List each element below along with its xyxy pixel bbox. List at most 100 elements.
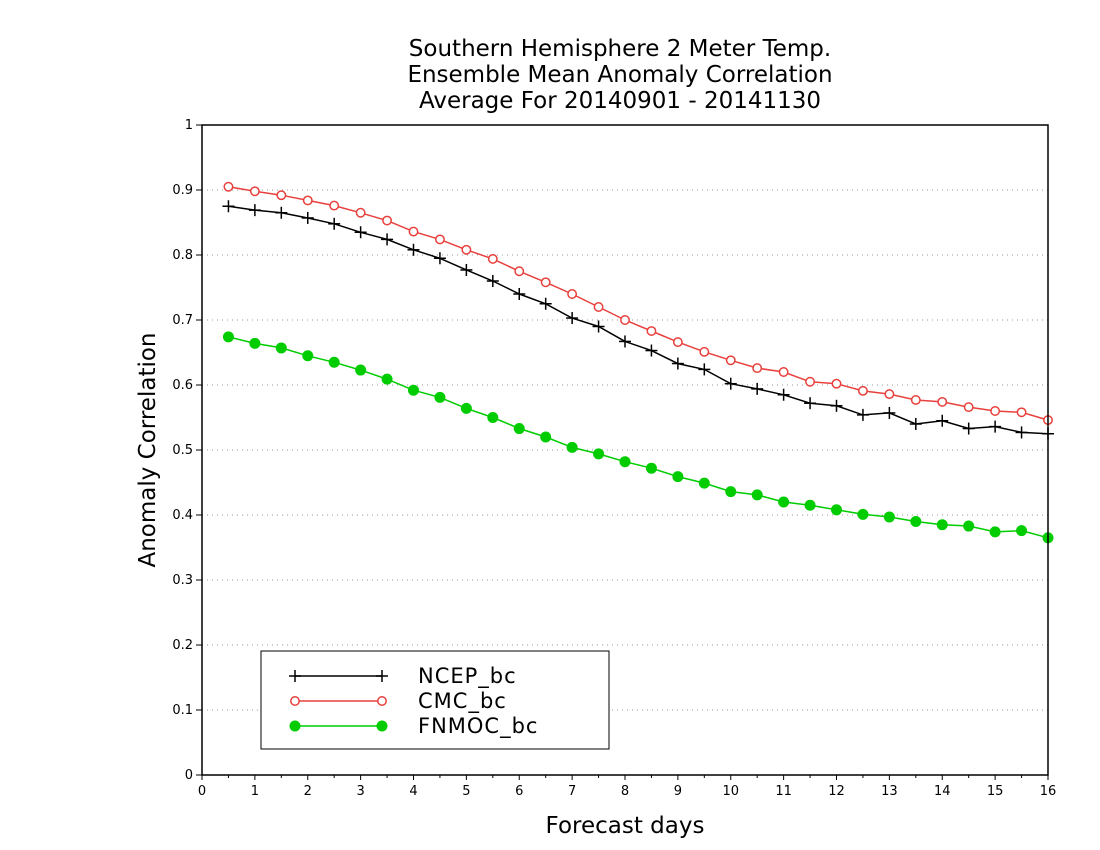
data-point-ncep-bc (804, 397, 817, 410)
data-point-cmc-bc (831, 378, 842, 389)
data-point-fnmoc-bc (778, 496, 790, 508)
data-point-cmc-bc (672, 337, 683, 348)
y-tick-label: 0 (185, 768, 193, 783)
data-point-fnmoc-bc (698, 477, 710, 489)
data-point-fnmoc-bc (460, 402, 472, 414)
data-point-cmc-bc (1016, 407, 1027, 418)
data-point-fnmoc-bc (381, 373, 393, 385)
x-tick-label: 16 (1040, 784, 1057, 799)
data-point-fnmoc-bc (619, 456, 631, 468)
data-point-cmc-bc (857, 385, 868, 396)
legend-label-ncep-bc: NCEP_bc (418, 664, 517, 689)
data-point-ncep-bc (724, 377, 737, 390)
x-axis-label: Forecast days (546, 813, 705, 839)
legend-marker-fnmoc-bc (376, 720, 388, 732)
y-tick-label: 0.5 (172, 443, 193, 458)
data-point-cmc-bc (725, 355, 736, 366)
x-tick-label: 7 (568, 784, 576, 799)
data-point-ncep-bc (566, 312, 579, 325)
data-point-fnmoc-bc (857, 508, 869, 520)
data-point-fnmoc-bc (1016, 525, 1028, 537)
data-point-cmc-bc (884, 389, 895, 400)
x-tick-label: 6 (515, 784, 523, 799)
data-point-ncep-bc (909, 418, 922, 430)
data-point-ncep-bc (645, 344, 658, 357)
data-point-fnmoc-bc (513, 423, 525, 435)
legend-item-cmc-bc: CMC_bc (290, 689, 507, 714)
legend-label-cmc-bc: CMC_bc (418, 689, 507, 714)
legend-item-fnmoc-bc: FNMOC_bc (289, 714, 537, 739)
data-point-cmc-bc (434, 234, 445, 245)
chart-title-line-3: Average For 20140901 - 20141130 (418, 88, 822, 114)
data-point-cmc-bc (487, 253, 498, 264)
data-point-ncep-bc (354, 226, 367, 239)
y-tick-label: 0.1 (172, 703, 193, 718)
data-point-cmc-bc (567, 289, 578, 299)
data-point-fnmoc-bc (751, 489, 763, 501)
grid-lines (202, 189, 1048, 711)
data-point-fnmoc-bc (487, 412, 499, 423)
data-point-fnmoc-bc (222, 331, 234, 343)
data-point-ncep-bc (222, 200, 235, 213)
y-tick-label: 1 (185, 118, 193, 133)
series-fnmoc-bc (222, 331, 1054, 544)
data-point-fnmoc-bc (831, 504, 842, 516)
data-point-fnmoc-bc (566, 441, 578, 453)
data-point-cmc-bc (249, 186, 260, 197)
data-point-ncep-bc (328, 217, 341, 230)
data-point-ncep-bc (1015, 426, 1028, 439)
data-point-ncep-bc (751, 382, 764, 395)
data-point-fnmoc-bc (275, 342, 287, 354)
data-point-cmc-bc (461, 244, 472, 255)
data-point-ncep-bc (407, 243, 420, 256)
data-point-cmc-bc (990, 406, 1001, 416)
data-point-fnmoc-bc (936, 519, 948, 531)
y-tick-label: 0.6 (172, 378, 193, 393)
data-point-ncep-bc (301, 211, 314, 224)
data-point-ncep-bc (777, 388, 790, 401)
x-tick-label: 9 (674, 784, 682, 799)
legend-marker-fnmoc-bc (289, 720, 301, 732)
x-tick-label: 15 (987, 784, 1004, 799)
data-point-ncep-bc (989, 420, 1002, 433)
data-point-cmc-bc (223, 181, 234, 192)
data-point-cmc-bc (540, 277, 551, 288)
data-point-fnmoc-bc (963, 520, 975, 532)
y-tick-label: 0.4 (172, 508, 193, 523)
data-point-cmc-bc (752, 363, 763, 374)
data-point-cmc-bc (276, 190, 287, 201)
data-point-cmc-bc (963, 402, 974, 413)
data-series (222, 181, 1054, 544)
data-point-ncep-bc (433, 252, 446, 265)
legend-item-ncep-bc: NCEP_bc (289, 664, 517, 689)
data-point-cmc-bc (910, 395, 921, 405)
x-tick-label: 12 (828, 784, 845, 799)
data-point-cmc-bc (382, 215, 393, 226)
data-point-ncep-bc (962, 422, 975, 435)
x-tick-label: 1 (251, 784, 259, 799)
data-point-cmc-bc (355, 207, 366, 218)
x-tick-label: 4 (409, 784, 417, 799)
data-point-fnmoc-bc (302, 350, 314, 362)
data-point-fnmoc-bc (434, 391, 446, 403)
data-point-ncep-bc (936, 414, 949, 427)
legend-marker-ncep-bc (376, 670, 388, 682)
data-point-cmc-bc (302, 195, 313, 206)
x-tick-label: 14 (934, 784, 951, 799)
data-point-fnmoc-bc (408, 384, 419, 396)
data-point-ncep-bc (486, 275, 499, 287)
data-point-cmc-bc (408, 226, 419, 237)
data-point-fnmoc-bc (725, 486, 737, 498)
plot-frame (201, 124, 1049, 776)
data-point-ncep-bc (513, 288, 526, 300)
data-point-cmc-bc (937, 396, 948, 407)
series-cmc-bc (223, 181, 1053, 426)
data-point-fnmoc-bc (540, 431, 552, 443)
axis-ticks: 00.10.20.30.40.50.60.70.80.910 1 2 3 4 5 6 7 8 9 1… (172, 118, 1056, 799)
y-axis-label: Anomaly Correlation (135, 332, 161, 567)
data-point-ncep-bc (698, 363, 711, 376)
x-tick-label: 11 (775, 784, 792, 799)
y-tick-label: 0.8 (172, 248, 193, 263)
